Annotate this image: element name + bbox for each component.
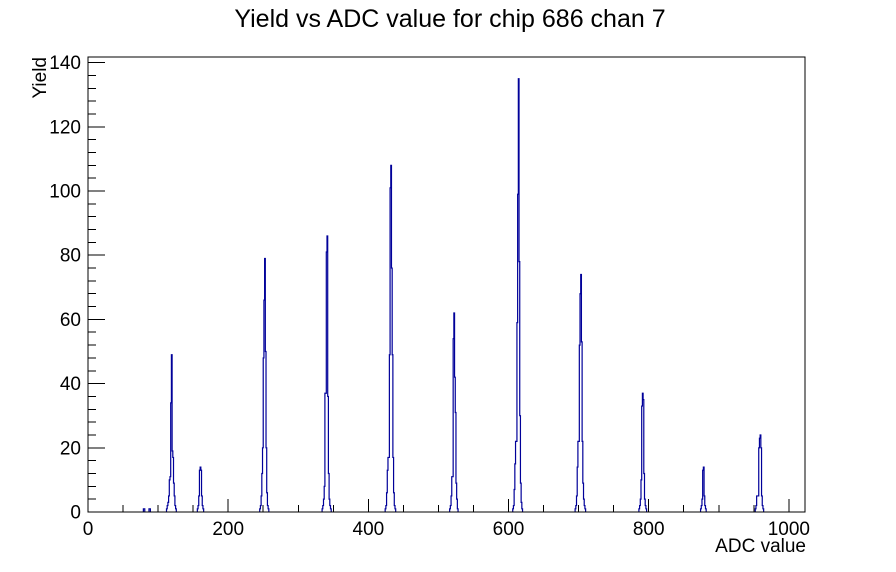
y-tick-label: 140 [49,53,81,74]
x-tick-label: 400 [353,519,385,540]
plot-frame [87,56,806,513]
y-tick-label: 40 [60,374,81,395]
x-tick-label: 0 [83,519,94,540]
x-tick-label: 200 [212,519,244,540]
y-tick-label: 0 [70,503,81,524]
x-tick-label: 800 [633,519,665,540]
histogram-line [142,78,765,512]
y-tick-label: 60 [60,310,81,331]
axis-tick-labels: 0 20 40 60 80 100 120 140 0 200 400 600 800 1000 [49,53,810,540]
plot-title: Yield vs ADC value for chip 686 chan 7 [234,5,665,33]
y-axis-title: Yield [30,57,51,99]
y-tick-label: 20 [60,438,81,459]
x-axis-title: ADC value [715,536,806,557]
y-tick-label: 120 [49,117,81,138]
x-tick-label: 600 [493,519,525,540]
y-tick-label: 80 [60,246,81,267]
x-tick-label: 1000 [768,519,810,540]
y-tick-label: 100 [49,182,81,203]
